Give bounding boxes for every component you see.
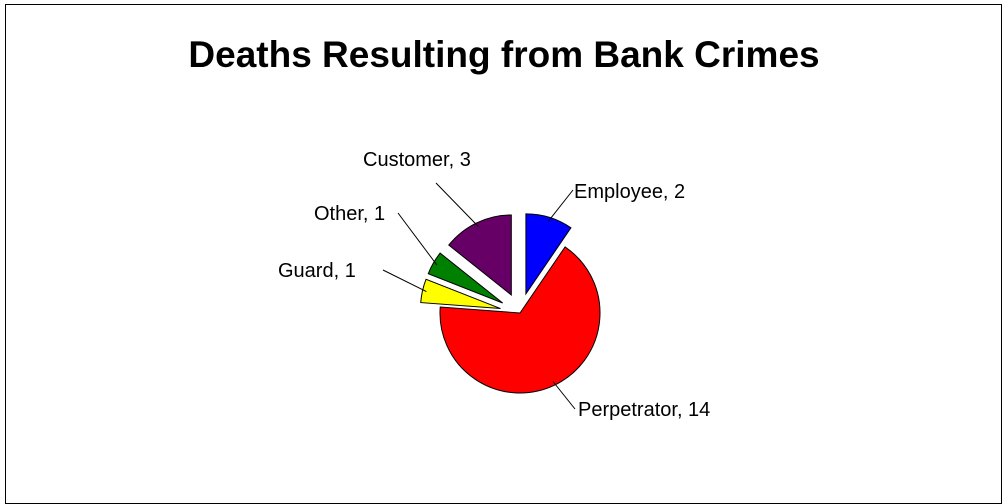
pie-chart: Employee, 2 Perpetrator, 14 Guard, 1 Other,… <box>278 149 710 421</box>
slice-label-employee: Employee, 2 <box>574 181 685 203</box>
leader-line-perpetrator <box>552 381 576 410</box>
pie-slice-guard <box>420 278 501 310</box>
pie-slice-customer <box>448 214 512 297</box>
pie-slice-employee <box>525 213 572 296</box>
leader-line-guard <box>382 269 427 293</box>
pie-slices <box>420 213 601 394</box>
slice-labels: Employee, 2 Perpetrator, 14 Guard, 1 Other,… <box>278 149 710 421</box>
pie-slice-other <box>427 252 503 304</box>
slice-label-other: Other, 1 <box>314 203 385 225</box>
chart-title: Deaths Resulting from Bank Crimes <box>188 34 820 75</box>
leader-line-other <box>397 212 438 266</box>
leader-line-employee <box>547 189 574 222</box>
slice-label-customer: Customer, 3 <box>363 149 471 171</box>
slice-label-perpetrator: Perpetrator, 14 <box>578 399 710 421</box>
leader-line-customer <box>435 182 479 227</box>
pie-slice-perpetrator <box>439 246 601 394</box>
slice-label-guard: Guard, 1 <box>278 260 356 282</box>
label-leaders <box>382 182 576 410</box>
